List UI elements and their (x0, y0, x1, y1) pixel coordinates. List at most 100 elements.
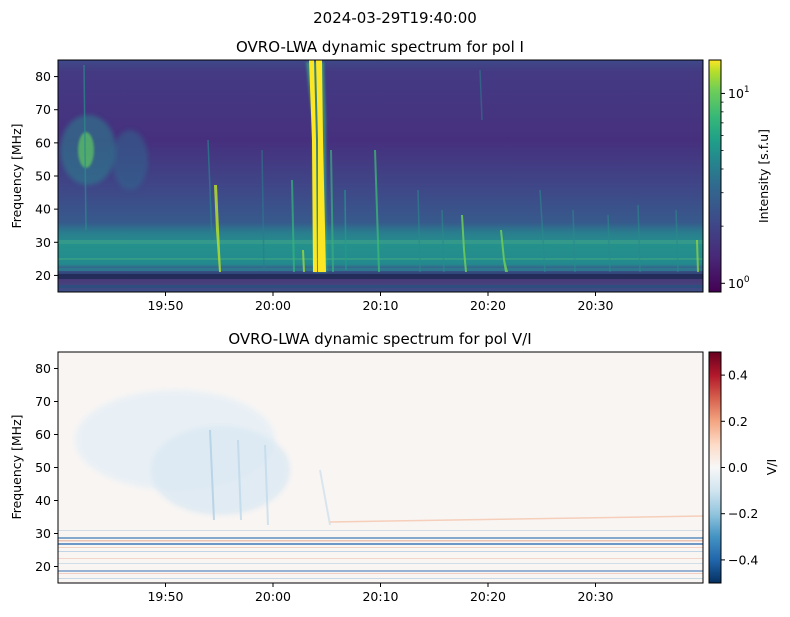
heatmap-texture (291, 179, 295, 273)
y-tick-label: 20 (35, 559, 51, 574)
heatmap-texture (539, 189, 546, 273)
heatmap-texture (78, 132, 94, 168)
y-axis: Frequency [MHz] 20 30 40 50 60 70 80 (9, 361, 58, 574)
heatmap-texture (58, 570, 703, 572)
heatmap-texture (209, 429, 215, 521)
x-tick-label: 20:20 (470, 589, 506, 604)
y-tick-label: 30 (35, 235, 51, 250)
x-axis: 19:50 20:00 20:10 20:20 20:30 (147, 583, 614, 604)
colorbar-tick-label: −0.2 (728, 506, 758, 521)
x-tick-label: 20:10 (362, 298, 398, 313)
x-tick-label: 20:20 (470, 298, 506, 313)
colorbar-gradient (708, 59, 722, 293)
colorbar-tick-label: 0.4 (728, 368, 748, 383)
heatmap-texture (237, 439, 242, 521)
figure-suptitle: 2024-03-29T19:40:00 (313, 9, 477, 27)
heatmap-texture (374, 149, 380, 273)
x-tick-label: 20:30 (577, 589, 613, 604)
x-tick-label: 20:00 (255, 589, 291, 604)
heatmap-texture (58, 578, 703, 579)
heatmap-texture (500, 230, 508, 272)
heatmap-texture (58, 558, 703, 559)
heatmap-texture (637, 204, 641, 273)
x-tick-label: 20:00 (255, 298, 291, 313)
x-tick-label: 20:30 (577, 298, 613, 313)
panel-pol-i: OVRO-LWA dynamic spectrum for pol I (9, 38, 771, 313)
heatmap-texture (207, 139, 213, 241)
heatmap-texture (316, 60, 326, 272)
panel-pol-vi: OVRO-LWA dynamic spectrum for pol V/I (9, 330, 779, 604)
heatmap-texture (344, 189, 347, 271)
heatmap-background (58, 60, 703, 292)
y-axis: Frequency [MHz] 20 30 40 50 60 70 80 (9, 69, 58, 283)
heatmap-texture (150, 425, 290, 515)
heatmap-texture (572, 209, 576, 273)
heatmap-texture (329, 515, 704, 523)
heatmap-texture (58, 551, 703, 552)
heatmap-texture (58, 537, 703, 539)
y-tick-label: 70 (35, 394, 51, 409)
heatmap-texture (83, 64, 87, 231)
heatmap-texture (214, 185, 221, 272)
x-axis: 19:50 20:00 20:10 20:20 20:30 (147, 292, 614, 313)
y-tick-label: 30 (35, 526, 51, 541)
heatmap-texture (58, 543, 703, 545)
heatmap-texture (58, 240, 703, 244)
heatmap-texture (461, 215, 467, 272)
heatmap-texture (696, 239, 699, 273)
y-tick-label: 40 (35, 202, 51, 217)
heatmap-texture (58, 258, 703, 260)
y-tick-label: 80 (35, 361, 51, 376)
colorbar-tick-label: 0.2 (728, 414, 748, 429)
heatmap-texture (309, 60, 317, 272)
colorbar-tick-label: 100 (728, 275, 750, 291)
heatmap-texture (58, 268, 703, 271)
heatmap-texture (58, 563, 703, 564)
x-tick-label: 19:50 (147, 298, 183, 313)
y-axis-label: Frequency [MHz] (9, 123, 24, 228)
heatmap-texture (607, 214, 611, 273)
colorbar-gradient (708, 351, 722, 584)
heatmap-texture (58, 285, 703, 288)
colorbar-label: Intensity [s.f.u] (756, 129, 771, 223)
panel-title: OVRO-LWA dynamic spectrum for pol V/I (228, 330, 531, 348)
heatmap-texture (302, 249, 305, 273)
heatmap-texture (264, 444, 269, 526)
heatmap-texture (112, 130, 148, 190)
heatmap-area (57, 351, 704, 584)
colorbar-tick-label: 101 (728, 85, 750, 101)
y-tick-label: 50 (35, 169, 51, 184)
x-tick-label: 19:50 (147, 589, 183, 604)
heatmap-texture (319, 469, 331, 526)
heatmap-features (58, 390, 704, 579)
colorbar-tick-label: −0.4 (728, 552, 758, 567)
colorbar: 100 101 Intensity [s.f.u] (708, 59, 771, 293)
y-tick-label: 60 (35, 427, 51, 442)
heatmap-texture (58, 573, 703, 574)
y-tick-label: 40 (35, 493, 51, 508)
heatmap-texture (58, 540, 703, 542)
y-axis-label: Frequency [MHz] (9, 414, 24, 519)
y-tick-label: 60 (35, 135, 51, 150)
colorbar: 0.4 0.2 0.0 −0.2 −0.4 V/I (708, 351, 779, 584)
heatmap-texture (58, 530, 703, 531)
heatmap-texture (58, 547, 703, 548)
y-tick-label: 50 (35, 460, 51, 475)
heatmap-area (57, 59, 704, 293)
y-tick-label: 20 (35, 268, 51, 283)
heatmap-texture (479, 69, 483, 121)
y-tick-label: 80 (35, 69, 51, 84)
heatmap-texture (330, 149, 334, 273)
x-tick-label: 20:10 (362, 589, 398, 604)
heatmap-texture (261, 149, 265, 271)
heatmap-features (58, 60, 703, 288)
heatmap-texture (58, 274, 703, 279)
heatmap-texture (441, 209, 445, 273)
colorbar-tick-label: 0.0 (728, 460, 748, 475)
panel-title: OVRO-LWA dynamic spectrum for pol I (236, 38, 524, 56)
colorbar-label: V/I (764, 459, 779, 475)
heatmap-texture (417, 189, 421, 273)
y-tick-label: 70 (35, 102, 51, 117)
heatmap-texture (675, 209, 679, 273)
